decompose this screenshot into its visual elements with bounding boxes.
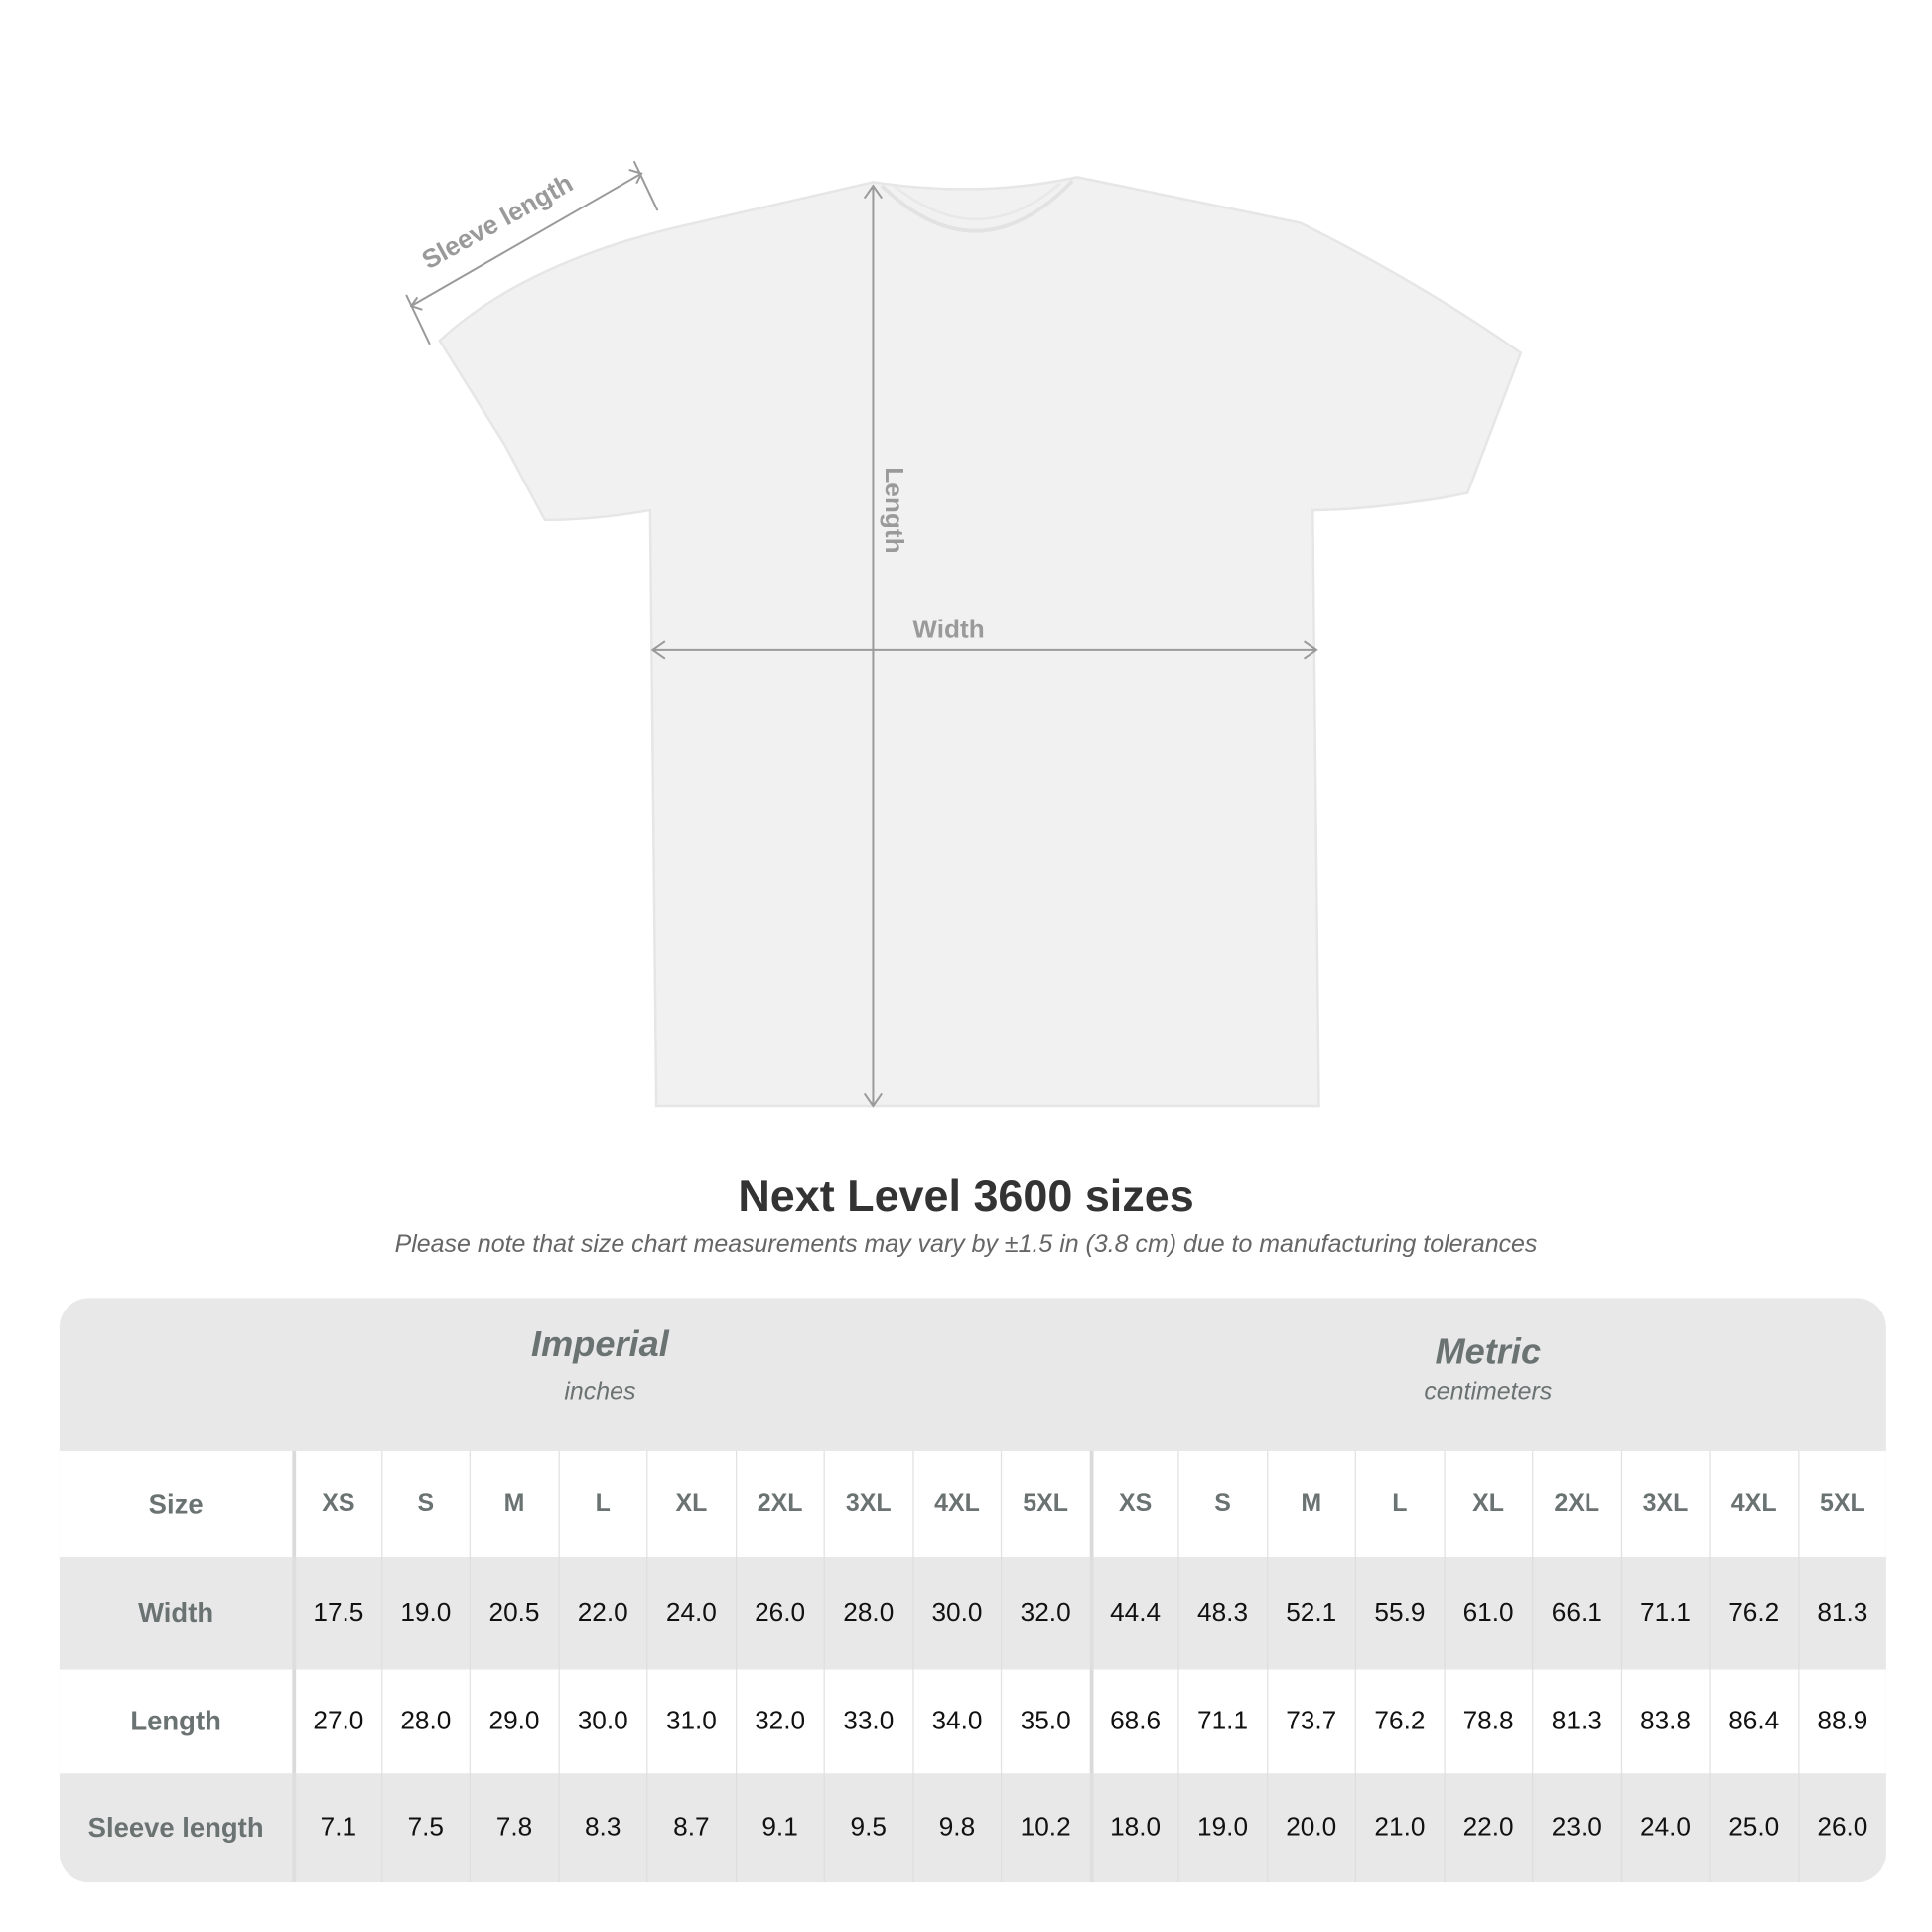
metric-value-cell: 76.2 [1709,1557,1798,1670]
imperial-value-cell: 9.5 [823,1773,912,1883]
imperial-value-cell: 29.0 [469,1669,558,1774]
metric-size-header: 4XL [1709,1450,1798,1558]
length-label: Length [880,467,909,553]
size-row-label: Size [59,1450,293,1558]
imperial-value-cell: 26.0 [735,1557,824,1670]
collar [880,179,1074,233]
collar-inner [893,182,1061,220]
metric-value-cell: 83.8 [1620,1669,1710,1774]
metric-value-cell: 86.4 [1709,1669,1798,1774]
metric-value-cell: 78.8 [1443,1669,1533,1774]
width-label: Width [912,614,984,643]
metric-value-cell: 71.1 [1177,1669,1267,1774]
sleeve-length-arrow [405,160,659,345]
chart-title: Next Level 3600 sizes [738,1170,1194,1221]
metric-value-cell: 81.3 [1532,1669,1621,1774]
imperial-size-header: S [380,1450,470,1558]
imperial-value-cell: 22.0 [557,1557,647,1670]
imperial-value-cell: 20.5 [469,1557,558,1670]
metric-size-header: L [1354,1450,1444,1558]
metric-value-cell: 21.0 [1354,1773,1444,1883]
row-label: Length [59,1669,293,1774]
metric-value-cell: 66.1 [1532,1557,1621,1670]
metric-size-header: 2XL [1532,1450,1621,1558]
metric-value-cell: 88.9 [1797,1669,1886,1774]
imperial-size-header: M [469,1450,558,1558]
imperial-value-cell: 7.1 [292,1773,381,1883]
imperial-unit: inches [564,1378,636,1406]
imperial-value-cell: 9.1 [735,1773,824,1883]
imperial-value-cell: 9.8 [911,1773,1001,1883]
length-arrow [863,184,883,1108]
metric-value-cell: 61.0 [1443,1557,1533,1670]
metric-size-header: XS [1089,1450,1178,1558]
metric-value-cell: 23.0 [1532,1773,1621,1883]
imperial-value-cell: 28.0 [823,1557,912,1670]
metric-value-cell: 19.0 [1177,1773,1267,1883]
imperial-size-header: 5XL [1000,1450,1090,1558]
size-table: Imperial inches Metric centimeters Size X… [59,1298,1886,1883]
imperial-size-header: 2XL [735,1450,824,1558]
metric-value-cell: 52.1 [1266,1557,1355,1670]
metric-size-header: 3XL [1620,1450,1710,1558]
imperial-title: Imperial [531,1324,669,1365]
metric-value-cell: 48.3 [1177,1557,1267,1670]
width-arrow [650,640,1318,660]
unit-header: Imperial inches Metric centimeters [60,1298,1886,1451]
sleeve-length-label: Sleeve length [417,168,578,275]
imperial-value-cell: 8.3 [557,1773,647,1883]
imperial-value-cell: 31.0 [646,1669,736,1774]
metric-value-cell: 20.0 [1266,1773,1355,1883]
imperial-value-cell: 7.5 [380,1773,470,1883]
imperial-value-cell: 32.0 [735,1669,824,1774]
imperial-value-cell: 35.0 [1000,1669,1090,1774]
imperial-value-cell: 10.2 [1000,1773,1090,1883]
size-grid: Size XS S M L XL 2XL 3XL 4XL 5XL XS S M L XL 2XL 3XL 4XL 5… [59,1450,1886,1883]
row-label: Sleeve length [59,1773,293,1883]
metric-value-cell: 22.0 [1443,1773,1533,1883]
metric-size-header: XL [1443,1450,1533,1558]
metric-value-cell: 26.0 [1797,1773,1886,1883]
imperial-value-cell: 30.0 [557,1669,647,1774]
imperial-value-cell: 30.0 [911,1557,1001,1670]
imperial-value-cell: 34.0 [911,1669,1001,1774]
tshirt-shape [438,176,1523,1108]
metric-size-header: M [1266,1450,1355,1558]
metric-value-cell: 25.0 [1709,1773,1798,1883]
metric-value-cell: 71.1 [1620,1557,1710,1670]
imperial-header: Imperial inches [292,1325,907,1407]
imperial-value-cell: 33.0 [823,1669,912,1774]
metric-value-cell: 76.2 [1354,1669,1444,1774]
imperial-value-cell: 7.8 [469,1773,558,1883]
row-label: Width [59,1557,293,1670]
imperial-size-header: XS [292,1450,381,1558]
imperial-value-cell: 17.5 [292,1557,381,1670]
metric-value-cell: 44.4 [1089,1557,1178,1670]
imperial-value-cell: 28.0 [380,1669,470,1774]
metric-title: Metric [1435,1332,1542,1373]
metric-value-cell: 68.6 [1089,1669,1178,1774]
metric-value-cell: 18.0 [1089,1773,1178,1883]
imperial-value-cell: 27.0 [292,1669,381,1774]
metric-size-header: 5XL [1797,1450,1886,1558]
tolerance-note: Please note that size chart measurements… [394,1230,1538,1259]
imperial-value-cell: 32.0 [1000,1557,1090,1670]
metric-value-cell: 55.9 [1354,1557,1444,1670]
metric-unit: centimeters [1424,1378,1553,1406]
imperial-value-cell: 19.0 [380,1557,470,1670]
metric-value-cell: 73.7 [1266,1669,1355,1774]
metric-size-header: S [1177,1450,1267,1558]
imperial-size-header: 3XL [823,1450,912,1558]
metric-value-cell: 24.0 [1620,1773,1710,1883]
imperial-size-header: XL [646,1450,736,1558]
imperial-size-header: 4XL [911,1450,1001,1558]
imperial-size-header: L [557,1450,647,1558]
tshirt-diagram: Sleeve length Length Width [405,160,1523,1108]
metric-value-cell: 81.3 [1797,1557,1886,1670]
metric-header: Metric centimeters [1090,1332,1886,1407]
imperial-value-cell: 24.0 [646,1557,736,1670]
imperial-value-cell: 8.7 [646,1773,736,1883]
